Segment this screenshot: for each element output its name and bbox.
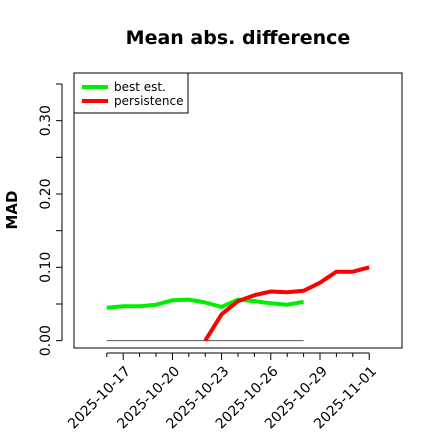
y-axis: 0.00 0.10 0.20 0.30 [38, 83, 63, 356]
y-tick-label: 0.00 [38, 325, 54, 356]
y-tick-label: 0.20 [38, 178, 54, 209]
y-axis-label: MAD [3, 191, 21, 230]
x-axis: 2025-10-172025-10-202025-10-232025-10-26… [65, 352, 380, 432]
legend-box [73, 72, 189, 114]
series-line-best-est [106, 297, 304, 310]
y-tick-label: 0.30 [38, 105, 54, 136]
series-line-persistence [203, 265, 370, 342]
legend-label-persistence: persistence [114, 94, 183, 108]
legend: best est. persistence [73, 72, 189, 114]
plot-frame [73, 72, 403, 349]
chart-title: Mean abs. difference [126, 27, 351, 49]
series-layer [106, 265, 370, 342]
y-tick-label: 0.10 [38, 252, 54, 283]
legend-label-best-est: best est. [114, 80, 166, 94]
